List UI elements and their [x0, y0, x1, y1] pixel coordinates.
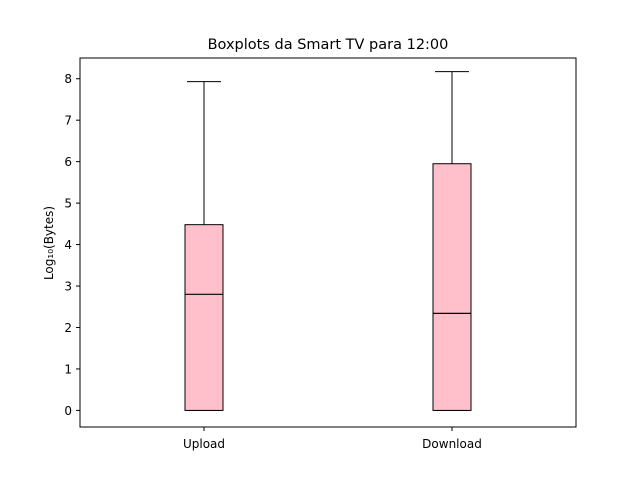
y-tick-label: 6: [64, 155, 72, 169]
x-tick-label: Upload: [183, 437, 225, 451]
box-upload: [184, 224, 224, 411]
box-download: [432, 163, 472, 411]
y-tick-label: 8: [64, 72, 72, 86]
chart-title: Boxplots da Smart TV para 12:00: [208, 37, 449, 53]
y-tick-label: 4: [64, 238, 72, 252]
y-tick-label: 1: [64, 362, 72, 376]
y-tick-label: 3: [64, 280, 72, 294]
y-tick-label: 2: [64, 321, 72, 335]
plot-frame: [79, 57, 577, 428]
y-tick-label: 0: [64, 404, 72, 418]
y-axis-label: Log₁₀(Bytes): [42, 206, 56, 280]
y-tick-label: 7: [64, 114, 72, 128]
plot-marks: 0 1 2 3 4 5 6 7 8 Upload Download: [64, 71, 482, 451]
y-tick-label: 5: [64, 197, 72, 211]
x-tick-label: Download: [422, 437, 482, 451]
